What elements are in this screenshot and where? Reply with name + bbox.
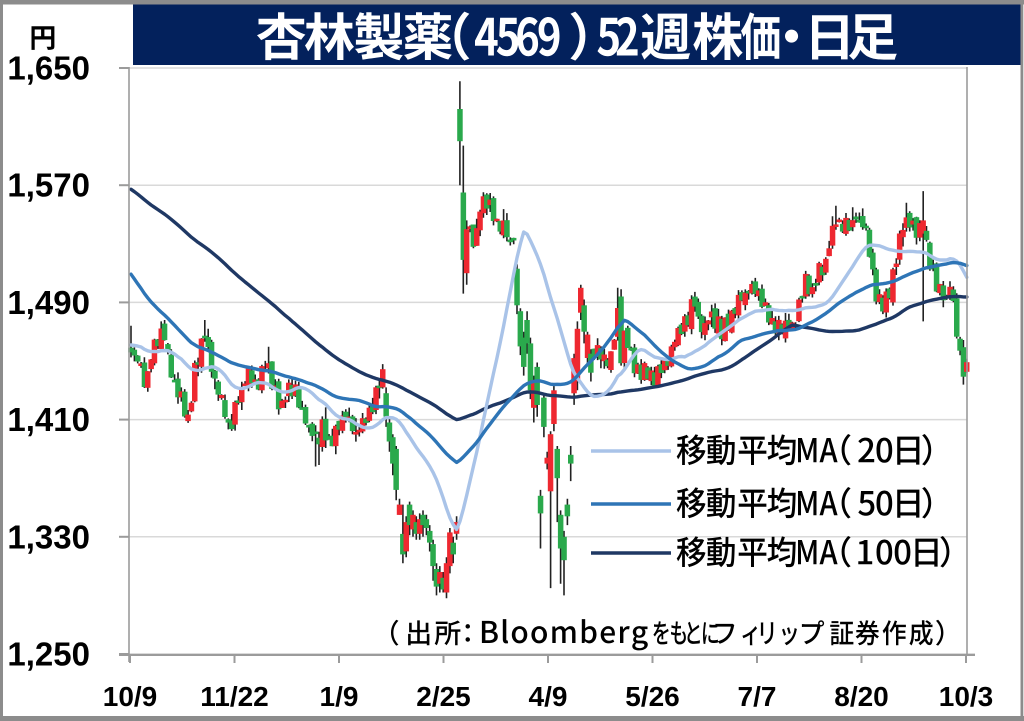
svg-text:1,570: 1,570 — [7, 167, 90, 204]
svg-text:1,410: 1,410 — [7, 401, 90, 438]
svg-text:5/26: 5/26 — [625, 681, 680, 712]
svg-text:7/7: 7/7 — [738, 681, 777, 712]
svg-text:4/9: 4/9 — [529, 681, 568, 712]
svg-text:8/20: 8/20 — [834, 681, 889, 712]
svg-text:1/9: 1/9 — [320, 681, 359, 712]
svg-text:1,650: 1,650 — [7, 50, 90, 87]
svg-text:11/22: 11/22 — [200, 681, 269, 712]
svg-text:1,250: 1,250 — [7, 636, 90, 673]
svg-text:1,490: 1,490 — [7, 284, 90, 321]
svg-text:2/25: 2/25 — [416, 681, 471, 712]
svg-text:10/3: 10/3 — [939, 681, 994, 712]
svg-text:1,330: 1,330 — [7, 518, 90, 555]
svg-text:10/9: 10/9 — [103, 681, 158, 712]
